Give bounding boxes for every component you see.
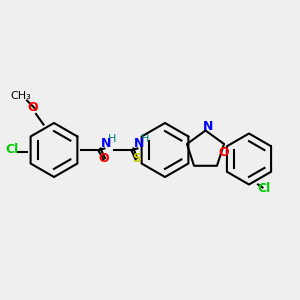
Text: O: O [98, 152, 109, 165]
Text: N: N [203, 121, 214, 134]
Text: N: N [101, 137, 112, 150]
Text: H: H [108, 134, 117, 145]
Text: O: O [28, 101, 38, 114]
Text: Cl: Cl [257, 182, 271, 195]
Text: N: N [134, 137, 145, 150]
Text: O: O [218, 146, 229, 159]
Text: H: H [141, 134, 150, 145]
Text: CH₃: CH₃ [11, 91, 32, 101]
Text: S: S [132, 152, 141, 165]
Text: Cl: Cl [5, 143, 19, 156]
